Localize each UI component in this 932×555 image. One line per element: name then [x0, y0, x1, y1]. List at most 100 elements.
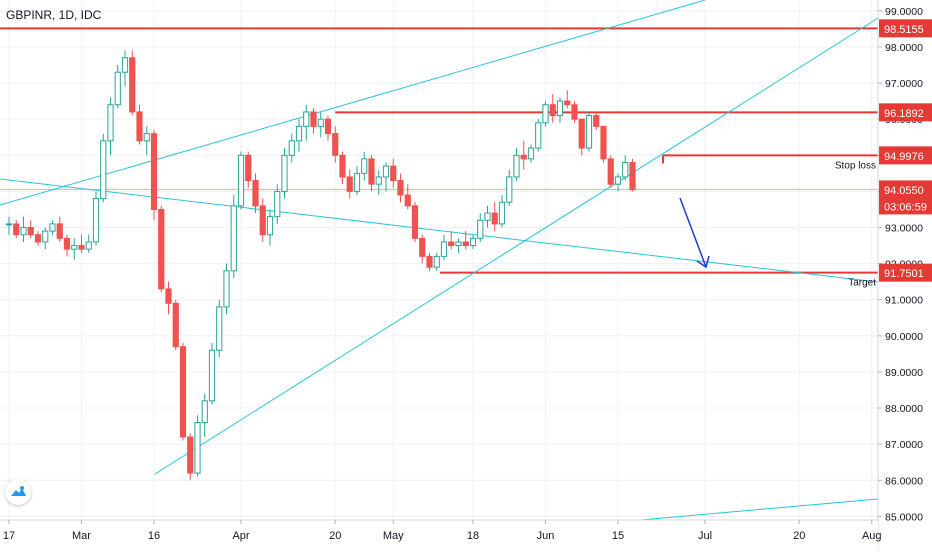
candle-body-41 — [303, 111, 310, 127]
candle-body-80 — [585, 115, 593, 149]
candle-body-69 — [506, 176, 513, 203]
level-badge-2 — [879, 146, 932, 165]
candle-body-56 — [411, 205, 419, 239]
candle-body-71 — [520, 154, 527, 160]
arrow-shaft — [679, 197, 707, 268]
time-tick-label-5: May — [383, 530, 404, 542]
time-tick-label-8: 15 — [612, 530, 624, 542]
candle-body-86 — [629, 162, 636, 191]
price-tick-label-12: 97.0000 — [885, 78, 923, 90]
candle-body-26 — [194, 422, 201, 474]
candle-body-64 — [469, 237, 477, 247]
candle-body-40 — [295, 125, 303, 142]
candle-body-52 — [382, 165, 390, 178]
candle-body-1 — [13, 223, 20, 236]
time-axis[interactable]: 17 Mar 16 Apr 20 May 18 Jun 15 Jul 20 Aug — [0, 519, 882, 550]
price-tick-label-5: 90.0000 — [885, 331, 923, 343]
candle-body-78 — [571, 104, 578, 120]
candle-body-46 — [339, 154, 346, 178]
candle-body-38 — [281, 154, 288, 192]
candle-body-36 — [266, 216, 274, 236]
price-axis[interactable]: 85.0000 86.0000 87.0000 88.0000 89.0000 90.00… — [877, 0, 932, 550]
candle-body-19 — [143, 133, 150, 142]
candle-body-70 — [513, 154, 520, 178]
candle-body-17 — [129, 57, 136, 113]
candle-body-13 — [100, 140, 107, 200]
price-tick-label-14: 99.0000 — [885, 6, 923, 18]
level-badge-label-1: 96.1892 — [884, 108, 924, 120]
candle-body-59 — [433, 255, 440, 268]
horizontal-levels — [0, 27, 878, 274]
time-tick-label-11: Aug — [862, 530, 882, 542]
time-tick-label-2: 16 — [148, 530, 160, 542]
time-tick-label-4: 20 — [329, 530, 341, 542]
candle-body-30 — [223, 270, 230, 308]
candle-body-21 — [158, 208, 165, 290]
candle-body-81 — [593, 115, 600, 127]
candle-body-60 — [440, 241, 448, 257]
candle-body-4 — [34, 234, 42, 243]
candle-body-31 — [230, 205, 237, 272]
level-badge-1 — [879, 103, 932, 122]
current-price-label: 94.0550 — [884, 185, 924, 197]
trend-line-0 — [0, 178, 879, 283]
candle-body-11 — [85, 241, 92, 250]
candle-body-50 — [368, 158, 375, 185]
trend-line-1 — [0, 0, 706, 206]
candle-body-42 — [310, 111, 317, 127]
candle-body-28 — [208, 349, 216, 402]
candle-body-72 — [527, 147, 535, 160]
candle-body-25 — [187, 436, 194, 474]
candle-body-33 — [245, 154, 252, 182]
level-badge-label-0: 98.5155 — [884, 24, 924, 36]
candle-body-14 — [107, 104, 114, 142]
price-tick-label-8: 93.0000 — [885, 223, 923, 235]
time-tick-label-10: 20 — [793, 530, 805, 542]
price-tick-label-1: 86.0000 — [885, 475, 923, 487]
candle-body-7 — [56, 223, 63, 239]
time-tick-label-7: Jun — [537, 530, 555, 542]
candle-body-55 — [404, 194, 411, 207]
price-tick-label-6: 91.0000 — [885, 295, 923, 307]
candle-body-49 — [361, 158, 368, 174]
target-label: Target — [848, 278, 876, 289]
candle-body-12 — [92, 198, 100, 243]
candle-body-54 — [397, 180, 404, 196]
time-tick-label-0: 17 — [3, 530, 15, 542]
candle-body-24 — [179, 346, 187, 438]
tradingview-logo-icon — [11, 486, 26, 496]
candle-body-32 — [237, 154, 245, 207]
candle-body-3 — [27, 227, 34, 236]
trend-line-2 — [154, 17, 879, 475]
candle-body-74 — [542, 104, 549, 124]
symbol-title: GBPINR, 1D, IDC — [6, 8, 102, 22]
candle-body-84 — [614, 176, 622, 185]
candle-body-73 — [535, 122, 542, 149]
candle-body-34 — [252, 180, 259, 207]
candle-body-37 — [274, 190, 281, 218]
candle-body-20 — [150, 133, 158, 210]
price-tick-label-0: 85.0000 — [885, 511, 923, 523]
candle-body-39 — [288, 140, 295, 156]
candle-body-75 — [549, 104, 556, 117]
candle-body-43 — [317, 118, 324, 127]
projection-arrow — [679, 197, 710, 269]
candle-body-61 — [448, 241, 455, 247]
tradingview-logo-icon[interactable] — [5, 479, 31, 505]
candle-body-76 — [556, 100, 564, 117]
level-badge-0 — [879, 19, 932, 38]
price-tick-label-3: 88.0000 — [885, 403, 923, 415]
candle-body-2 — [20, 227, 27, 236]
time-tick-label-1: Mar — [72, 530, 91, 542]
candle-body-83 — [607, 158, 614, 185]
level-badge-label-2: 94.9976 — [884, 151, 924, 163]
time-tick-label-3: Apr — [232, 530, 249, 542]
candle-body-58 — [426, 255, 433, 268]
price-tick-label-4: 89.0000 — [885, 367, 923, 379]
candle-body-47 — [346, 176, 353, 192]
candle-body-82 — [600, 125, 607, 160]
candle-body-5 — [42, 230, 49, 243]
candle-body-57 — [419, 237, 426, 257]
